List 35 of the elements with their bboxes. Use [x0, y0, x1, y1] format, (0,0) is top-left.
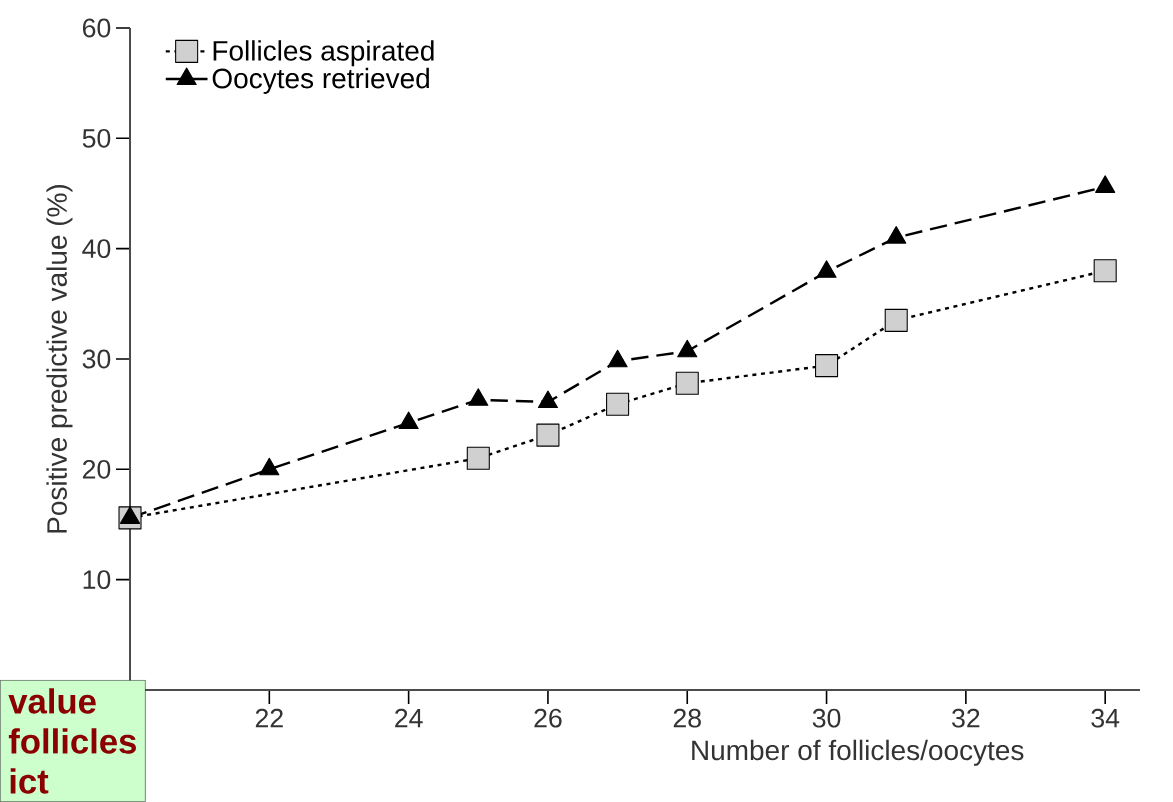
point	[816, 260, 837, 278]
point	[468, 388, 489, 406]
x-tick-label: 30	[812, 708, 841, 728]
point	[886, 226, 907, 244]
y-tick-label: 60	[83, 18, 111, 38]
y-tick-label: 10	[83, 570, 111, 590]
point	[677, 339, 698, 358]
x-tick-label: 28	[673, 708, 701, 728]
x-tick-label: 22	[255, 708, 283, 728]
point	[1095, 175, 1116, 193]
point	[536, 423, 560, 447]
x-tick-label: 26	[534, 708, 562, 728]
y-tick-label: 40	[82, 239, 111, 259]
text: ict	[10, 768, 49, 794]
legend-label: Oocytes retrieved	[212, 67, 429, 94]
x-tick-label: 24	[395, 708, 423, 728]
text: follicles	[8, 728, 136, 754]
y-tick-label: 20	[82, 459, 111, 479]
y-tick-label: 30	[82, 349, 111, 369]
point	[675, 371, 699, 395]
y-tick-label: 50	[82, 128, 111, 148]
text: value	[8, 688, 96, 714]
x-axis-title: Number of follicles/oocytes	[692, 739, 1024, 766]
point	[259, 457, 280, 476]
point	[607, 349, 628, 368]
y-axis-title: Positive predictive value (%)	[46, 184, 73, 533]
point	[606, 392, 630, 416]
x-tick-label: 34	[1091, 708, 1120, 728]
point	[119, 506, 141, 524]
point	[537, 390, 559, 409]
point	[398, 411, 419, 430]
legend-label: Follicles aspirated	[213, 40, 434, 67]
point	[884, 308, 908, 332]
x-tick-label: 32	[952, 708, 980, 728]
point	[466, 446, 490, 470]
